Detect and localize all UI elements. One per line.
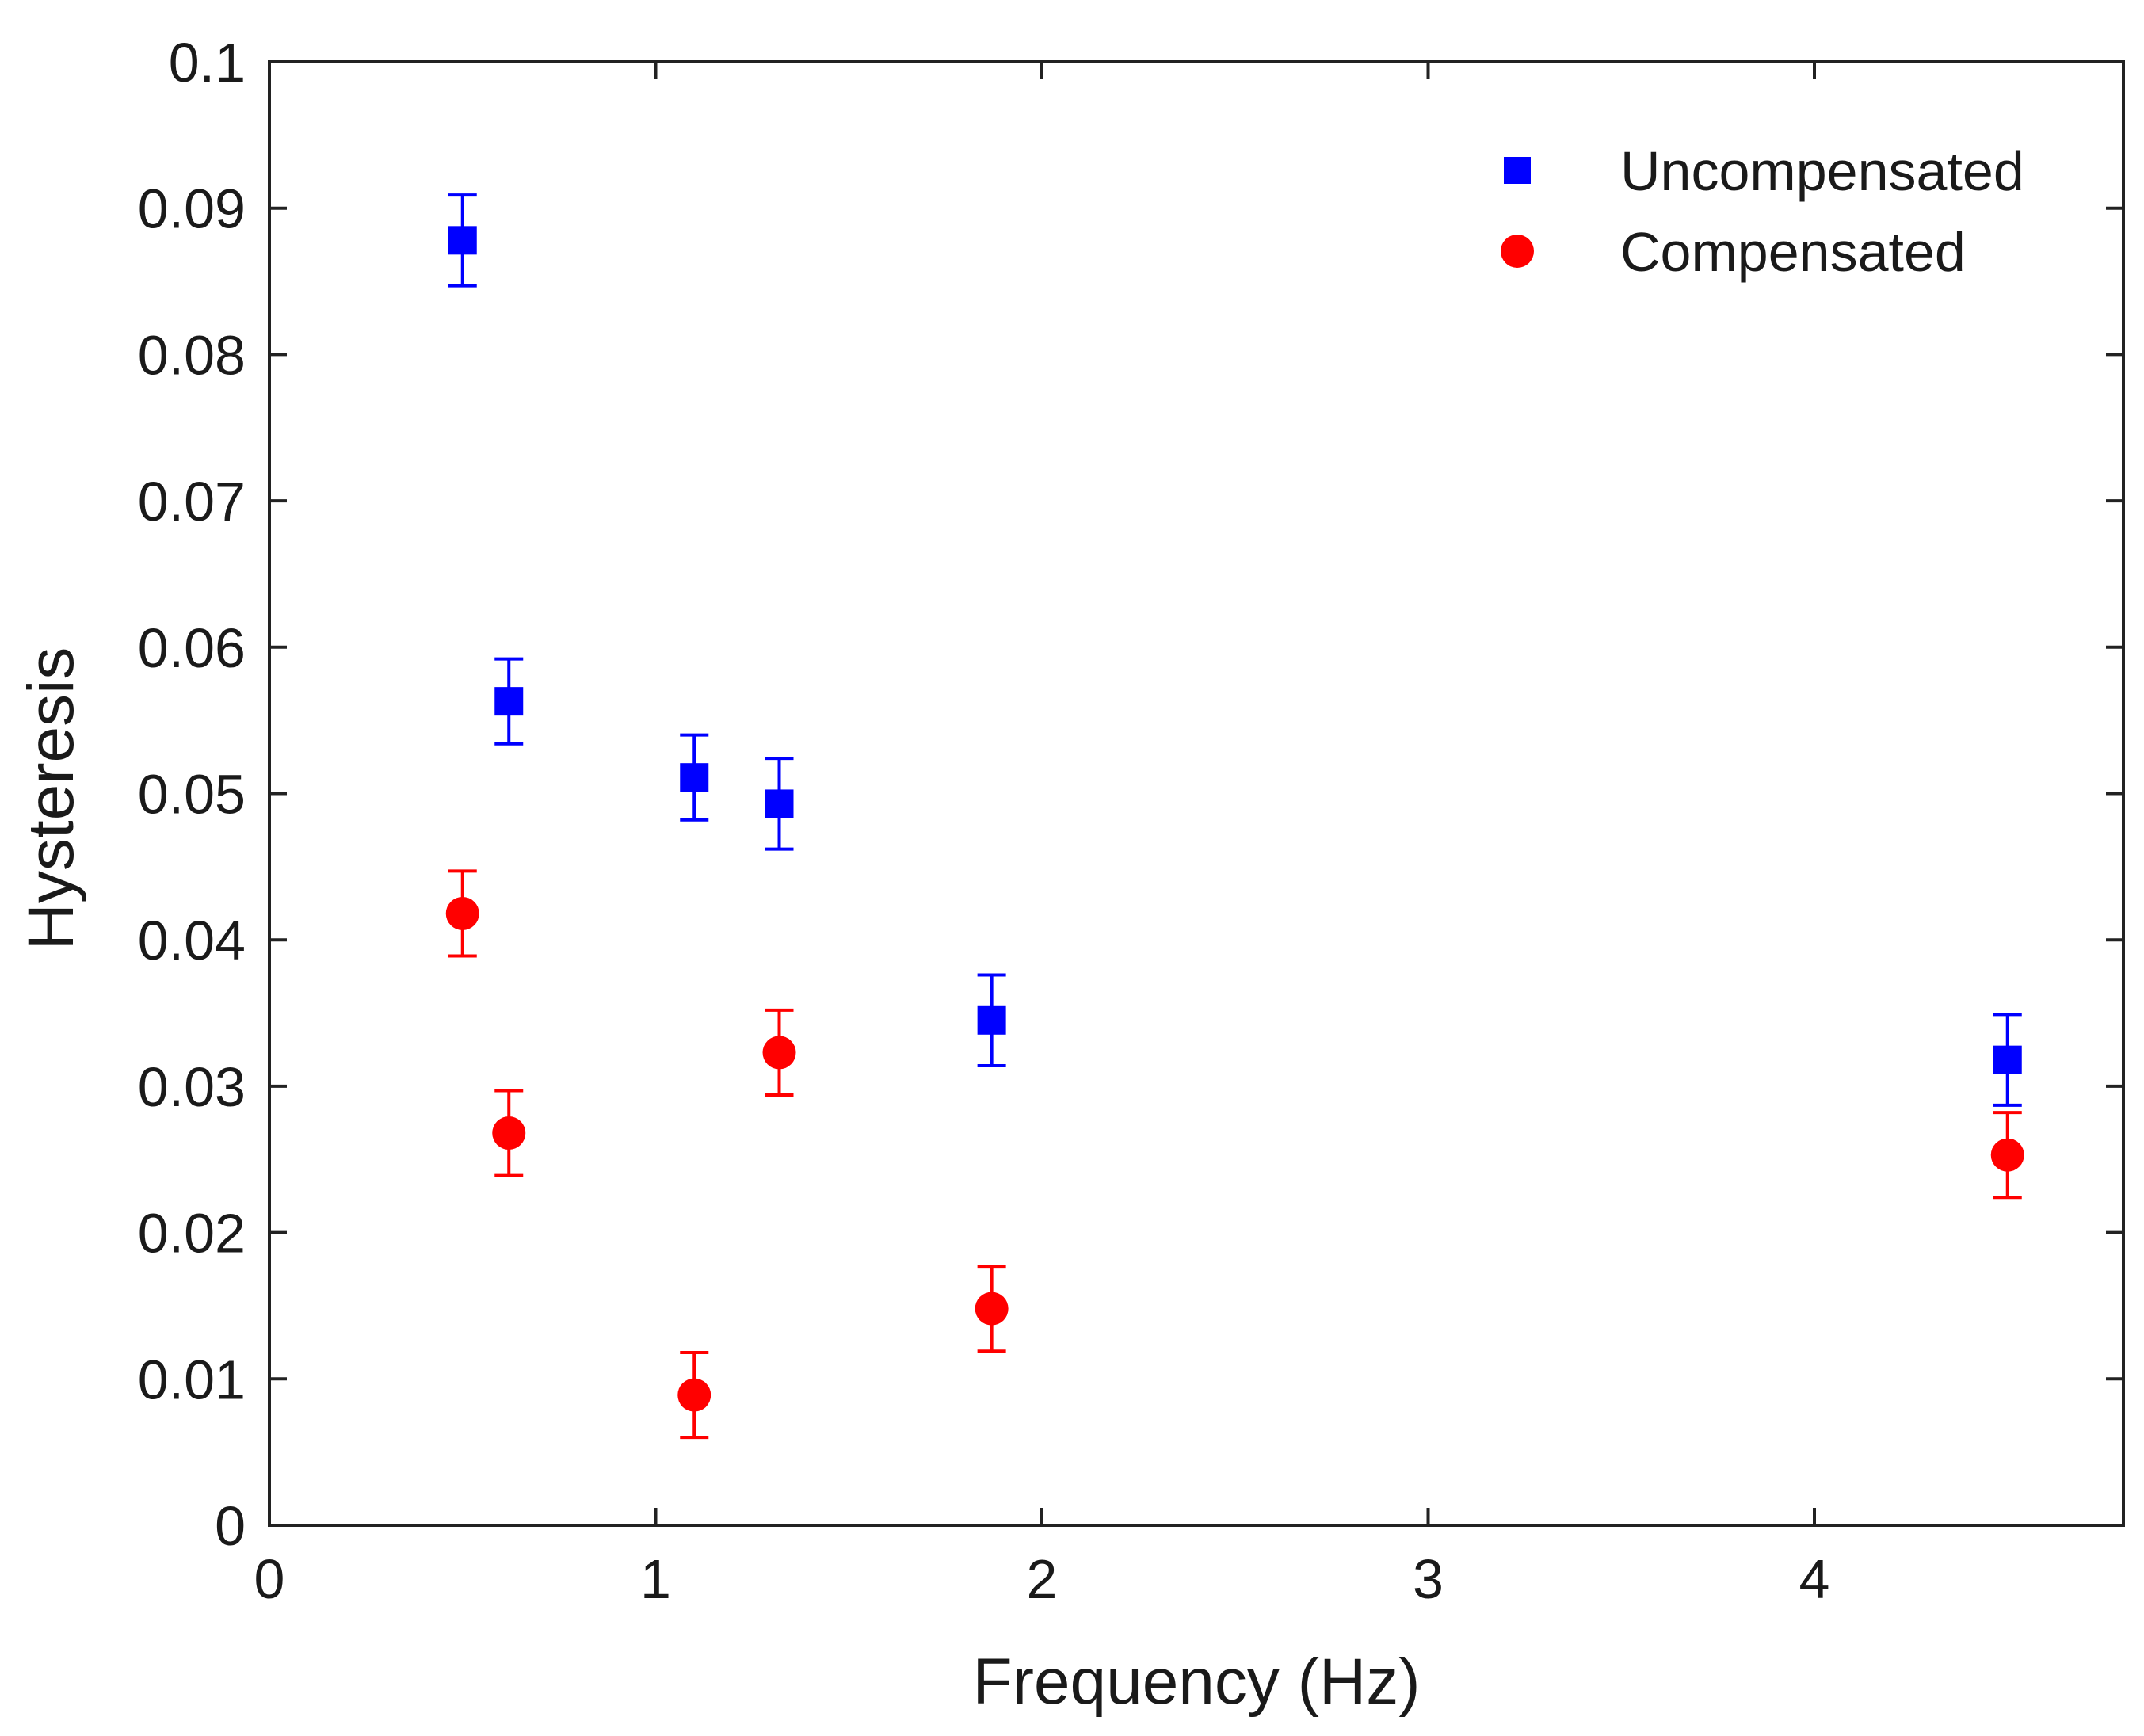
data-point [977, 1005, 1006, 1035]
legend-marker [1501, 235, 1534, 268]
data-point [448, 226, 477, 255]
x-tick-label: 2 [1027, 1548, 1058, 1610]
legend: Uncompensated Compensated [1501, 140, 2024, 283]
data-point [765, 789, 794, 818]
y-tick-label: 0.06 [138, 617, 246, 679]
y-tick-label: 0.03 [138, 1056, 246, 1118]
data-point [677, 1378, 711, 1412]
x-axis-label: Frequency (Hz) [972, 1646, 1420, 1718]
y-tick-label: 0.09 [138, 178, 246, 240]
data-point [762, 1036, 796, 1070]
y-tick-label: 0.05 [138, 764, 246, 826]
legend-label: Compensated [1620, 221, 1966, 283]
series-compensated [445, 869, 2024, 1440]
x-tick-label: 4 [1799, 1548, 1830, 1610]
axes: 0 1 2 3 4 0 0.01 0.02 0.03 0.04 0.05 0.06 0.07 0.08 0.… [138, 32, 2125, 1610]
y-tick-label: 0 [215, 1495, 246, 1557]
legend-item-compensated: Compensated [1501, 221, 1966, 283]
y-tick-label: 0.08 [138, 324, 246, 386]
legend-label: Uncompensated [1620, 140, 2024, 202]
data-point [1990, 1138, 2024, 1172]
data-point [492, 1116, 526, 1150]
y-tick-label: 0.1 [169, 32, 246, 93]
data-point [445, 896, 479, 930]
y-tick-label: 0.04 [138, 910, 246, 971]
data-point [975, 1292, 1009, 1326]
y-axis-label: Hysteresis [15, 647, 87, 951]
y-tick-label: 0.07 [138, 471, 246, 532]
data-point [494, 687, 524, 716]
legend-item-uncompensated: Uncompensated [1504, 140, 2024, 202]
y-tick-label: 0.01 [138, 1349, 246, 1410]
y-tick-label: 0.02 [138, 1203, 246, 1265]
legend-marker [1504, 157, 1531, 184]
x-tick-label: 3 [1413, 1548, 1444, 1610]
data-marks [445, 193, 2024, 1440]
series-uncompensated [448, 193, 2022, 1107]
x-tick-label: 1 [640, 1548, 671, 1610]
data-point [1993, 1045, 2022, 1074]
x-tick-label: 0 [254, 1548, 285, 1610]
data-point [680, 763, 709, 792]
